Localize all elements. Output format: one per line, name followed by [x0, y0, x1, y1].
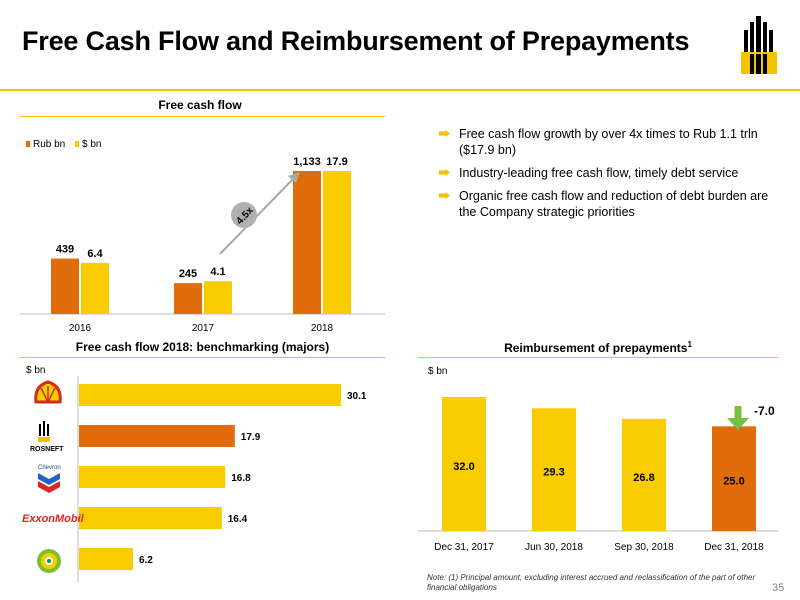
rosneft-small-logo: ROSNEFT [30, 421, 64, 453]
prepayments-value-label: 26.8 [633, 472, 654, 484]
fcf-category-label: 2018 [311, 323, 334, 334]
growth-badge [231, 202, 257, 228]
fcf-bar-rub [51, 258, 79, 314]
benchmark-value-label: 6.2 [139, 555, 153, 566]
prepayments-value-label: 25.0 [723, 476, 744, 488]
fcf-legend: Rub bn $ bn [26, 139, 101, 150]
benchmark-value-label: 16.8 [231, 473, 251, 484]
fcf-data-label: 1,133 [293, 156, 321, 168]
arrow-bullet-icon [439, 192, 450, 199]
prepayments-category-label: Dec 31, 2018 [704, 542, 764, 553]
prepayments-bar [712, 426, 756, 531]
bullet-item: Free cash flow growth by over 4x times t… [437, 126, 777, 158]
prepayments-category-label: Sep 30, 2018 [614, 542, 674, 553]
bp-logo [37, 549, 61, 573]
rosneft-logo [741, 16, 777, 74]
benchmark-chart: $ bn 30.1 17.9 16.8 16.4 6.2 ROSNEFT Chevron… [22, 365, 367, 582]
fcf-bar-usd [323, 171, 351, 314]
legend-label-rub: Rub bn [33, 139, 65, 150]
benchmark-bar [79, 466, 226, 488]
benchmark-title-rule [20, 357, 385, 358]
bullet-text: Organic free cash flow and reduction of … [459, 189, 769, 219]
fcf-data-label: 439 [56, 244, 74, 256]
prepayments-chart-title: Reimbursement of prepayments1 [504, 340, 692, 355]
growth-arrow-head [288, 172, 300, 183]
exxonmobil-logo: ExxonMobil [22, 513, 85, 525]
title-underline [0, 89, 800, 91]
fcf-chart-title: Free cash flow [158, 98, 242, 112]
fcf-title-rule [20, 116, 385, 117]
svg-text:Chevron: Chevron [38, 465, 61, 471]
fcf-category-label: 2017 [192, 323, 215, 334]
prepayments-bar [442, 397, 486, 531]
footnote: Note: (1) Principal amount, excluding in… [427, 573, 756, 592]
legend-swatch-rub [26, 141, 30, 147]
bullet-item: Industry-leading free cash flow, timely … [437, 165, 777, 181]
benchmark-value-label: 16.4 [228, 514, 248, 525]
decrease-arrow-head [727, 418, 749, 430]
prepayments-bar [532, 408, 576, 531]
fcf-data-label: 245 [179, 268, 197, 280]
svg-text:ROSNEFT: ROSNEFT [30, 446, 64, 453]
page-title: Free Cash Flow and Reimbursement of Prep… [22, 26, 690, 56]
bullet-text: Free cash flow growth by over 4x times t… [459, 127, 758, 157]
decrease-label: -7.0 [754, 404, 775, 418]
prepayments-unit-label: $ bn [428, 366, 447, 377]
prepayments-chart: $ bn 32.0 Dec 31, 2017 29.3 Jun 30, 2018 26.… [418, 366, 778, 553]
benchmark-chart-title: Free cash flow 2018: benchmarking (major… [75, 340, 330, 354]
fcf-data-label: 6.4 [87, 248, 103, 260]
fcf-bar-usd [81, 262, 109, 314]
page-number: 35 [772, 582, 785, 594]
prepayments-category-label: Dec 31, 2017 [434, 542, 494, 553]
bullet-text: Industry-leading free cash flow, timely … [459, 166, 739, 180]
benchmark-value-label: 17.9 [241, 432, 261, 443]
fcf-bar-usd [204, 281, 232, 314]
legend-label-usd: $ bn [82, 139, 101, 150]
prepayments-title-rule [418, 357, 778, 358]
fcf-chart: Rub bn $ bn 439 245 1,133 6.4 4.1 17.9 2016 201… [20, 139, 385, 334]
growth-arrow-line [219, 175, 297, 255]
svg-text:ExxonMobil: ExxonMobil [22, 513, 85, 525]
prepayments-value-label: 29.3 [543, 467, 564, 479]
shell-logo [34, 380, 62, 404]
fcf-bar-rub [174, 283, 202, 314]
benchmark-unit-label: $ bn [26, 365, 45, 376]
benchmark-bar [79, 425, 235, 447]
prepayments-category-label: Jun 30, 2018 [525, 542, 583, 553]
benchmark-value-label: 30.1 [347, 391, 367, 402]
prepayments-bar [622, 418, 666, 531]
benchmark-bar [79, 548, 133, 570]
benchmark-bar [79, 507, 222, 529]
legend-swatch-usd [75, 141, 79, 147]
chevron-logo: Chevron [38, 465, 61, 493]
prepayments-value-label: 32.0 [453, 461, 474, 473]
fcf-data-label: 4.1 [210, 266, 225, 278]
fcf-category-label: 2016 [69, 323, 92, 334]
benchmark-bar [79, 384, 341, 406]
arrow-bullet-icon [439, 130, 450, 137]
key-points-list: Free cash flow growth by over 4x times t… [437, 126, 777, 227]
arrow-bullet-icon [439, 169, 450, 176]
bullet-item: Organic free cash flow and reduction of … [437, 188, 777, 220]
fcf-data-label: 17.9 [326, 156, 347, 168]
fcf-bar-rub [293, 171, 321, 314]
